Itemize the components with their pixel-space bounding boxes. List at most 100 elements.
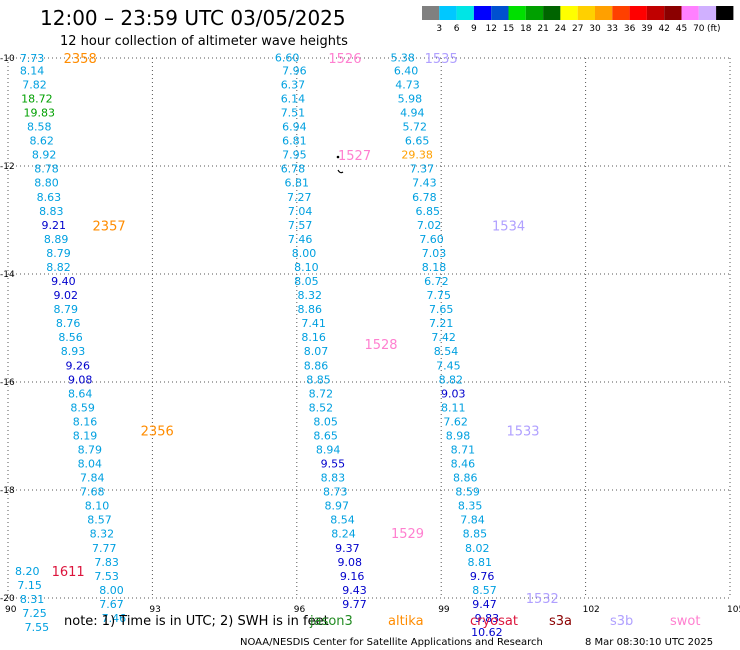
wave-height-point: 8.58 xyxy=(27,121,52,134)
wave-height-point: 7.82 xyxy=(22,78,47,91)
wave-height-point: 7.04 xyxy=(288,205,313,218)
wave-height-point: 6.78 xyxy=(281,163,306,176)
legend-swatch xyxy=(681,6,699,20)
grid xyxy=(7,57,731,599)
legend-tick-label: 39 xyxy=(641,24,653,34)
wave-height-point: 9.77 xyxy=(342,598,367,611)
wave-height-point: 6.14 xyxy=(281,93,306,106)
wave-height-point: 7.21 xyxy=(429,317,454,330)
track-label: 2356 xyxy=(141,425,174,440)
wave-height-point: 6.81 xyxy=(285,177,310,190)
wave-height-point: 8.63 xyxy=(37,191,62,204)
wave-height-point: 8.94 xyxy=(316,444,341,457)
wave-height-point: 8.59 xyxy=(455,486,480,499)
wave-height-point: 9.16 xyxy=(340,570,365,583)
legend-tick-label: 15 xyxy=(503,24,514,34)
wave-height-point: 19.83 xyxy=(24,107,56,120)
wave-height-point: 8.86 xyxy=(453,472,478,485)
legend-tick-label: 42 xyxy=(658,24,669,34)
wave-height-point: 8.80 xyxy=(34,177,59,190)
track-label: 1529 xyxy=(391,527,424,542)
legend-tick-label: 24 xyxy=(555,24,567,34)
wave-height-point: 8.79 xyxy=(46,247,71,260)
wave-height-point: 8.52 xyxy=(309,401,334,414)
axes: 90 93 96 99 102 105 -10 -12 -14 -16 -18 -20 xyxy=(0,54,740,615)
y-tick-label: -12 xyxy=(0,162,15,172)
wave-height-point: 9.02 xyxy=(54,289,79,302)
wave-height-point: 8.05 xyxy=(313,415,338,428)
legend-swatch xyxy=(577,6,595,20)
wave-height-point: 8.32 xyxy=(90,528,115,541)
wave-height-point: 9.37 xyxy=(335,542,360,555)
legend-swatch xyxy=(525,6,544,20)
chart-subtitle: 12 hour collection of altimeter wave hei… xyxy=(60,34,348,49)
legend-unit: (ft) xyxy=(707,24,721,34)
wave-height-point: 8.85 xyxy=(306,373,331,386)
x-tick-label: 99 xyxy=(438,605,450,615)
wave-height-point: 8.00 xyxy=(292,247,317,260)
track-label: 1532 xyxy=(526,592,559,607)
wave-height-point: 7.37 xyxy=(410,163,435,176)
wave-height-point: 5.38 xyxy=(390,51,415,64)
wave-height-point: 8.59 xyxy=(70,401,95,414)
wave-height-point: 8.71 xyxy=(451,444,476,457)
y-tick-label: -20 xyxy=(0,594,15,604)
legend-swatch xyxy=(646,6,665,20)
wave-height-point: 9.40 xyxy=(51,275,76,288)
wave-height-point: 6.85 xyxy=(415,205,440,218)
wave-height-point: 6.72 xyxy=(424,275,449,288)
track-label: 2357 xyxy=(93,219,126,234)
wave-height-point: 8.89 xyxy=(44,233,69,246)
wave-height-point: 7.41 xyxy=(301,317,326,330)
wave-height-point: 9.83 xyxy=(475,612,500,625)
wave-height-point: 7.68 xyxy=(80,486,105,499)
legend-swatch xyxy=(543,6,561,20)
wave-height-point: 8.83 xyxy=(321,472,346,485)
wave-height-point: 8.86 xyxy=(298,303,323,316)
track-label: 1528 xyxy=(364,338,397,353)
wave-height-point: 4.94 xyxy=(400,107,425,120)
wave-height-point: 8.07 xyxy=(304,345,329,358)
wave-height-point: 7.77 xyxy=(92,542,117,555)
wave-height-point: 8.56 xyxy=(58,331,83,344)
track-label: 1611 xyxy=(52,565,85,580)
legend-tick-label: 6 xyxy=(454,24,460,34)
wave-height-point: 8.92 xyxy=(32,149,57,162)
x-tick-label: 96 xyxy=(294,605,306,615)
wave-height-point: 7.65 xyxy=(429,303,454,316)
x-tick-label: 105 xyxy=(727,605,740,615)
legend-swatch xyxy=(422,6,440,20)
wave-height-point: 7.67 xyxy=(99,598,124,611)
credit-text: NOAA/NESDIS Center for Satellite Applica… xyxy=(240,637,543,648)
y-tick-label: -16 xyxy=(0,378,15,388)
wave-height-point: 8.86 xyxy=(304,359,329,372)
wave-height-point: 8.54 xyxy=(434,345,459,358)
note-text: note: 1) Time is in UTC; 2) SWH is in fe… xyxy=(64,614,329,629)
wave-height-point: 5.72 xyxy=(402,121,427,134)
wave-height-point: 6.94 xyxy=(282,121,307,134)
wave-height-point: 7.55 xyxy=(25,621,50,634)
legend-tick-label: 33 xyxy=(607,24,618,34)
station-marker xyxy=(336,155,344,174)
wave-height-point: 8.78 xyxy=(34,163,59,176)
wave-height-point: 8.16 xyxy=(73,415,98,428)
legend-tick-label: 3 xyxy=(436,24,442,34)
wave-height-point: 7.83 xyxy=(94,556,119,569)
wave-height-point: 7.02 xyxy=(417,219,442,232)
track-label: 2358 xyxy=(64,52,97,67)
wave-height-point: 8.19 xyxy=(73,429,98,442)
legend-swatch xyxy=(595,6,613,20)
track-label: 1526 xyxy=(328,52,361,67)
wave-height-point: 8.05 xyxy=(294,275,319,288)
legend-swatch xyxy=(456,6,474,20)
wave-height-point: 7.96 xyxy=(282,64,307,77)
wave-height-point: 8.46 xyxy=(451,458,476,471)
legend-swatch xyxy=(508,6,526,20)
wave-height-point: 7.84 xyxy=(460,514,485,527)
wave-height-point: 7.75 xyxy=(427,289,452,302)
wave-height-point: 9.43 xyxy=(342,584,367,597)
wave-height-point: 7.73 xyxy=(20,52,45,65)
wave-height-point: 8.11 xyxy=(441,401,466,414)
legend-swatch xyxy=(439,6,457,20)
